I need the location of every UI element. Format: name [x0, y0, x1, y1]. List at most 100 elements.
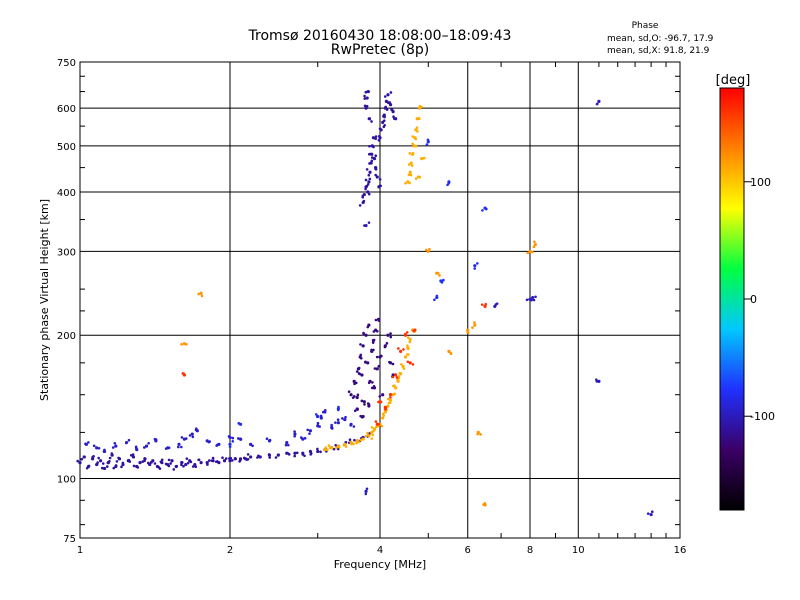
colorbar-label: [deg] — [716, 73, 751, 88]
data-point — [367, 381, 371, 385]
data-point — [347, 390, 351, 394]
data-point — [357, 440, 360, 444]
data-point — [108, 460, 111, 463]
data-point — [379, 184, 382, 188]
data-point — [102, 450, 106, 453]
data-point — [308, 432, 311, 435]
data-point — [238, 460, 241, 463]
data-point — [315, 415, 319, 419]
data-point — [246, 453, 250, 456]
data-point — [409, 173, 413, 177]
data-point — [227, 435, 231, 438]
data-point — [378, 134, 381, 138]
data-point — [398, 371, 402, 375]
data-point — [406, 353, 409, 356]
data-point — [358, 204, 362, 207]
data-point — [153, 437, 157, 441]
chart-subtitle: RwPretec (8p) — [331, 42, 429, 58]
data-point — [316, 421, 320, 425]
data-point — [111, 446, 115, 449]
data-point — [349, 393, 353, 397]
data-point — [367, 180, 371, 184]
data-point — [76, 459, 79, 463]
data-point — [378, 395, 382, 398]
data-point — [206, 463, 209, 466]
data-point — [485, 207, 488, 211]
chart-title: Tromsø 20160430 18:08:00–18:09:43 — [248, 28, 512, 44]
data-point — [324, 446, 327, 449]
data-point — [97, 446, 101, 450]
data-point — [97, 456, 100, 460]
data-point — [401, 364, 405, 369]
data-point — [367, 403, 371, 406]
data-point — [466, 331, 470, 335]
data-point — [442, 278, 445, 282]
data-point — [265, 437, 269, 440]
data-point — [383, 115, 386, 119]
data-point — [370, 437, 374, 440]
data-point — [533, 240, 536, 244]
data-point — [352, 425, 356, 428]
data-point — [596, 102, 599, 106]
data-point — [222, 459, 227, 463]
data-point — [353, 395, 356, 398]
data-point — [355, 441, 358, 445]
data-point — [159, 460, 163, 464]
data-point — [364, 333, 368, 337]
x-axis-label: Frequency [MHz] — [334, 558, 426, 571]
data-point — [408, 152, 412, 155]
data-point — [389, 91, 393, 94]
data-point — [150, 461, 153, 464]
data-point — [402, 348, 405, 351]
data-point — [325, 448, 329, 452]
data-point — [147, 441, 150, 445]
data-point — [131, 453, 135, 456]
data-point — [406, 344, 409, 348]
data-point — [143, 457, 146, 460]
data-point — [479, 433, 482, 436]
data-point — [374, 137, 378, 141]
data-point — [376, 329, 379, 333]
data-point — [231, 440, 235, 443]
data-point — [189, 460, 193, 464]
y-tick-label: 300 — [57, 247, 76, 258]
data-point — [319, 415, 323, 419]
data-point — [406, 360, 410, 364]
data-point — [112, 466, 116, 470]
data-point — [530, 250, 534, 254]
data-point — [293, 451, 297, 455]
data-point — [532, 298, 536, 302]
data-point — [363, 104, 367, 108]
data-point — [649, 512, 653, 517]
data-point — [184, 437, 188, 440]
data-point — [370, 386, 374, 390]
data-point — [96, 461, 99, 464]
data-point — [175, 464, 179, 468]
colorbar-tick-label: 100 — [750, 176, 771, 189]
data-point — [410, 164, 414, 167]
data-point — [336, 421, 340, 425]
data-point — [355, 370, 359, 373]
data-point — [411, 135, 415, 138]
data-point — [330, 427, 334, 430]
y-tick-label: 600 — [57, 104, 76, 115]
data-point — [368, 170, 372, 174]
data-point — [393, 117, 396, 120]
data-point — [385, 342, 389, 345]
data-point — [412, 144, 416, 148]
data-point — [415, 126, 419, 130]
data-point — [370, 120, 373, 123]
data-point — [336, 418, 340, 422]
data-point — [205, 461, 209, 465]
data-point — [384, 105, 388, 109]
data-point — [286, 443, 290, 447]
data-point — [164, 447, 168, 450]
data-point — [381, 412, 385, 416]
data-point — [211, 456, 215, 460]
data-point — [534, 295, 537, 299]
data-point — [105, 465, 109, 468]
data-point — [364, 434, 368, 438]
data-point — [408, 361, 412, 365]
data-point — [115, 460, 119, 463]
data-point — [482, 503, 485, 506]
